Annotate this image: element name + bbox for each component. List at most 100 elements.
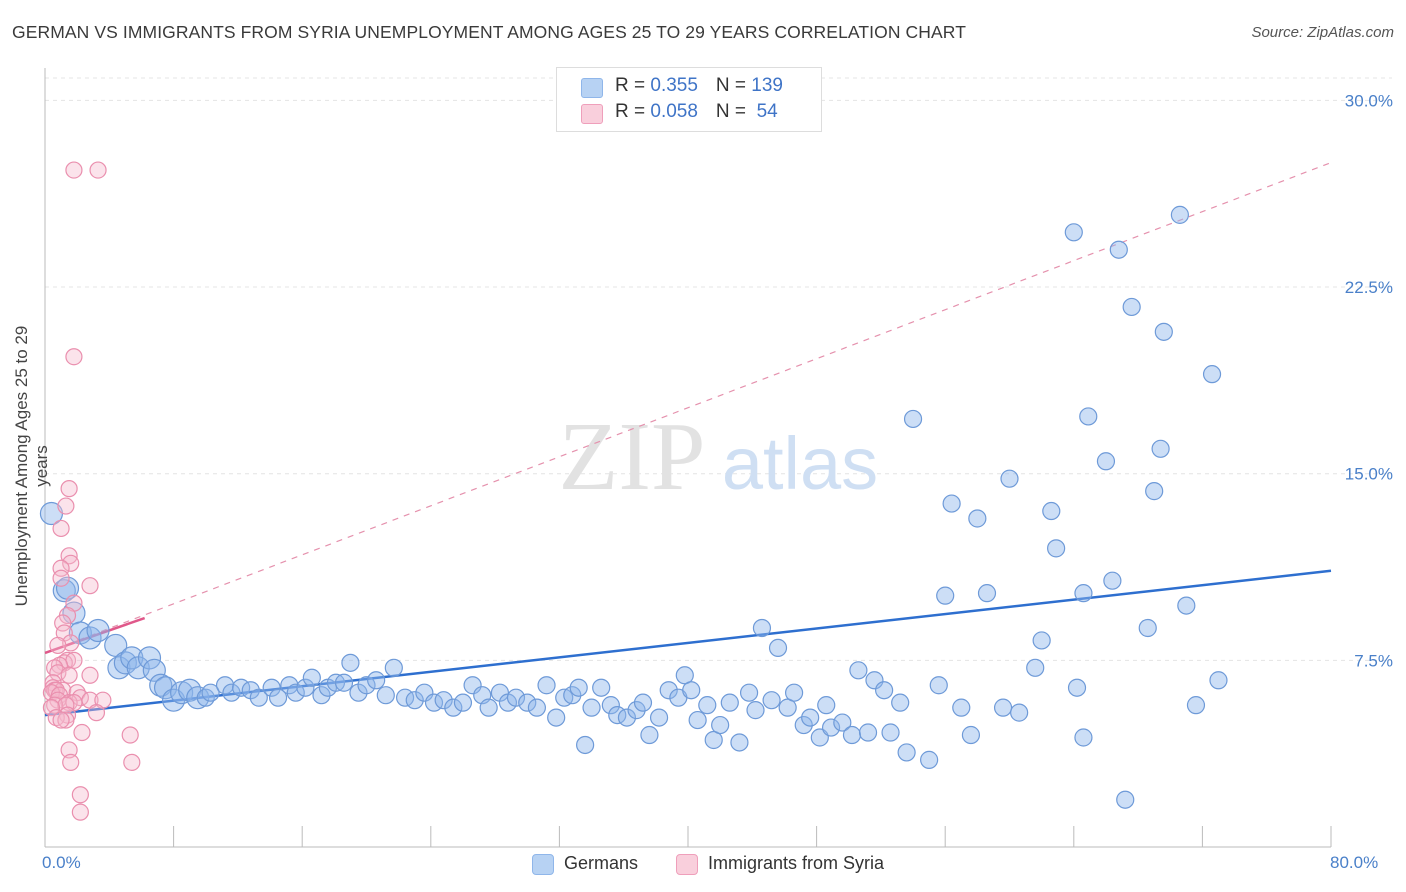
data-point-syria — [71, 786, 89, 804]
data-point-syria — [71, 803, 89, 821]
data-point-germans — [463, 676, 482, 695]
data-point-germans — [627, 701, 646, 720]
data-point-germans — [1042, 501, 1061, 521]
data-point-germans — [341, 653, 360, 672]
data-point-syria — [65, 161, 83, 179]
data-point-germans — [286, 683, 305, 702]
data-point-germans — [86, 618, 110, 643]
data-point-germans — [784, 683, 804, 702]
data-point-syria — [62, 554, 80, 572]
data-point-germans — [334, 673, 354, 692]
legend-r-value-syria: 0.058 — [650, 101, 698, 122]
legend-swatch-germans — [581, 78, 603, 98]
data-point-germans — [1074, 728, 1093, 747]
data-point-germans — [891, 693, 910, 712]
data-point-germans — [1067, 678, 1087, 697]
legend-n-label: N = — [715, 101, 752, 122]
data-point-germans — [1103, 571, 1122, 590]
data-point-germans — [1177, 596, 1196, 615]
data-point-germans — [739, 683, 759, 702]
data-point-germans — [977, 584, 997, 603]
data-point-syria — [65, 651, 83, 669]
data-point-germans — [601, 696, 620, 715]
data-point-germans — [222, 683, 241, 702]
data-point-germans — [961, 725, 981, 745]
data-point-germans — [875, 681, 894, 700]
bottom-legend: Germans Immigrants from Syria — [0, 853, 1406, 877]
data-point-germans — [357, 676, 376, 695]
trend-line-syria — [44, 616, 146, 655]
data-point-germans — [1074, 584, 1093, 603]
data-point-germans — [762, 691, 781, 710]
data-point-syria — [121, 726, 139, 744]
data-point-syria — [60, 694, 78, 712]
data-point-germans — [993, 698, 1013, 717]
data-point-germans — [936, 586, 955, 605]
y-tick-label: 22.5% — [1345, 278, 1393, 297]
data-point-germans — [1138, 618, 1157, 638]
series-germans-points — [39, 205, 1228, 809]
bottom-legend-swatch-germans — [532, 854, 554, 875]
series-syria-points — [42, 161, 141, 821]
watermark-zip: ZIP — [559, 403, 706, 511]
data-point-germans — [302, 668, 321, 687]
y-axis-label: Unemployment Among Ages 25 to 29 years — [12, 325, 51, 607]
x-tick-label-max: 80.0% — [1330, 853, 1379, 872]
data-point-germans — [952, 698, 971, 717]
chart-grid — [45, 77, 1392, 661]
data-point-germans — [296, 678, 315, 697]
data-point-germans — [801, 708, 820, 727]
data-point-syria — [46, 659, 64, 677]
data-point-syria — [81, 666, 99, 684]
bottom-legend-swatch-syria — [676, 854, 698, 875]
data-point-germans — [479, 698, 498, 717]
data-point-germans — [842, 725, 862, 745]
data-point-germans — [592, 678, 611, 697]
data-point-germans — [384, 658, 403, 677]
trend-line-syria-dashed — [44, 162, 1332, 654]
data-point-germans — [640, 725, 659, 745]
data-point-syria — [62, 634, 80, 652]
data-point-germans — [1154, 322, 1173, 341]
data-point-germans — [1010, 703, 1029, 722]
y-tick-label: 15.0% — [1345, 465, 1393, 484]
data-point-germans — [415, 683, 434, 702]
data-point-germans — [405, 691, 424, 710]
data-point-syria — [49, 636, 67, 655]
data-point-syria — [52, 519, 70, 538]
data-point-syria — [123, 753, 141, 771]
legend-n-value-syria: 54 — [751, 101, 778, 122]
data-point-germans — [201, 683, 220, 702]
data-point-germans — [1026, 658, 1045, 677]
data-point-germans — [633, 693, 653, 712]
data-point-germans — [1000, 469, 1019, 488]
data-point-germans — [563, 686, 582, 705]
data-point-germans — [858, 723, 878, 742]
data-point-germans — [1109, 240, 1128, 259]
data-point-germans — [527, 698, 546, 717]
data-point-germans — [537, 676, 556, 695]
data-point-germans — [569, 678, 588, 697]
watermark-atlas: atlas — [722, 422, 878, 505]
watermark: ZIP atlas — [559, 403, 879, 511]
data-point-germans — [849, 661, 868, 680]
data-point-germans — [881, 723, 900, 742]
chart-axes — [44, 68, 1332, 848]
data-point-germans — [817, 696, 836, 715]
data-point-germans — [249, 688, 268, 707]
data-point-germans — [920, 750, 939, 769]
data-point-germans — [582, 698, 601, 717]
data-point-germans — [794, 715, 813, 735]
data-point-germans — [730, 733, 749, 752]
legend-n-value-germans: 139 — [751, 75, 783, 96]
data-point-syria — [57, 497, 75, 515]
bottom-legend-label-syria: Immigrants from Syria — [708, 853, 885, 873]
data-point-germans — [942, 494, 961, 513]
data-point-germans — [1032, 631, 1051, 650]
data-point-germans — [897, 743, 916, 762]
data-point-germans — [1079, 407, 1098, 426]
data-point-syria — [60, 480, 78, 498]
y-tick-labels: 7.5% 15.0% 22.5% 30.0% — [1345, 91, 1393, 670]
data-point-germans — [367, 671, 386, 690]
data-point-germans — [752, 618, 772, 638]
